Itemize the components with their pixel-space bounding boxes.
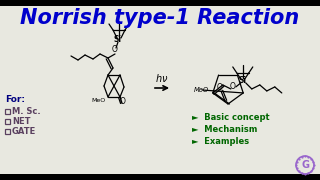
Text: NET: NET (12, 118, 30, 127)
Text: MeO: MeO (92, 98, 106, 102)
Text: $h\nu$: $h\nu$ (155, 72, 169, 84)
FancyBboxPatch shape (5, 119, 10, 123)
Bar (0, 174, 320, 180)
Text: G: G (301, 160, 309, 170)
Text: O: O (120, 98, 126, 107)
Text: O: O (112, 46, 118, 55)
Text: ►  Mechanism: ► Mechanism (192, 125, 257, 134)
Text: ►  Examples: ► Examples (192, 138, 249, 147)
FancyBboxPatch shape (5, 129, 10, 134)
Text: Si: Si (114, 35, 122, 44)
Text: For:: For: (5, 96, 25, 105)
Text: GATE: GATE (12, 127, 36, 136)
Text: ►  Basic concept: ► Basic concept (192, 114, 270, 123)
Text: Si: Si (239, 76, 247, 86)
Text: O: O (230, 82, 236, 91)
Text: M. Sc.: M. Sc. (12, 107, 41, 116)
Bar (0, 0, 320, 6)
FancyBboxPatch shape (5, 109, 10, 114)
Text: O: O (217, 84, 223, 93)
Text: MeO: MeO (194, 87, 209, 93)
Text: Norrish type-1 Reaction: Norrish type-1 Reaction (20, 8, 300, 28)
